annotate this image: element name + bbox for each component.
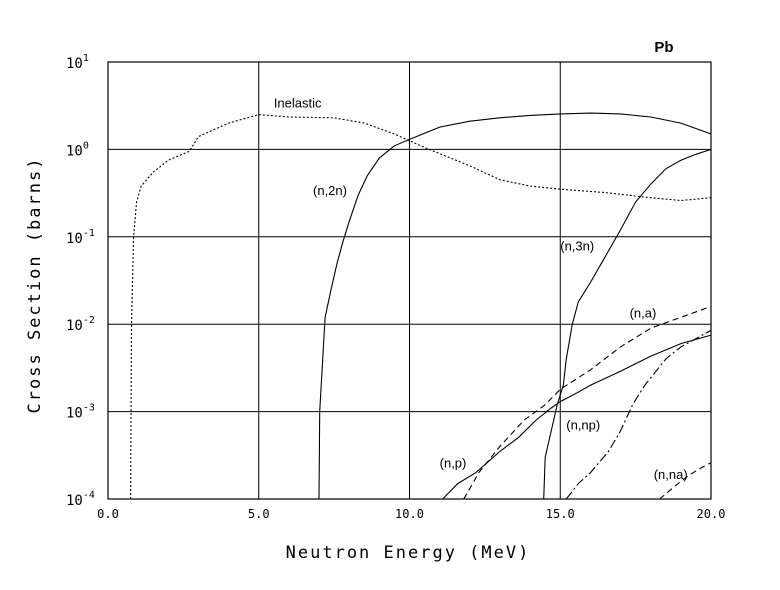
tick-labels: 0.0 5.0 10.0 15.0 20.0 101 100 10-1 10-2 10-3 10-4 <box>66 53 725 521</box>
x-tick-label: 5.0 <box>248 507 270 521</box>
x-tick-label: 10.0 <box>395 507 424 521</box>
series-line-n-a <box>463 305 712 500</box>
x-tick-label: 20.0 <box>697 507 726 521</box>
y-tick-label: 10-2 <box>66 315 95 334</box>
y-axis-label: Cross Section (barns) <box>25 157 45 414</box>
series-lines <box>130 112 712 500</box>
x-tick-label: 0.0 <box>97 507 119 521</box>
y-tick-label: 101 <box>66 53 89 72</box>
series-label: (n,2n) <box>313 183 347 198</box>
plot-frame <box>107 61 712 500</box>
y-tick-label: 10-3 <box>66 403 95 422</box>
series-line-n-2n <box>318 112 712 500</box>
series-label: (n,na) <box>654 467 688 482</box>
grid <box>108 62 711 499</box>
series-label: (n,np) <box>566 418 600 433</box>
series-label: (n,p) <box>440 455 467 470</box>
y-tick-label: 10-1 <box>66 228 95 247</box>
series-label: (n,3n) <box>560 238 594 253</box>
series-label: (n,a) <box>630 305 657 320</box>
x-axis-label: Neutron Energy (MeV) <box>286 543 531 563</box>
series-label: Inelastic <box>274 96 322 111</box>
series-line-n-p <box>442 334 712 500</box>
y-tick-label: 100 <box>66 140 89 159</box>
series-labels: Inelastic (n,2n) (n,3n) (n,a) (n,p) (n,np) (n,… <box>274 96 688 482</box>
series-line-n-np <box>565 329 712 500</box>
y-tick-label: 10-4 <box>66 490 95 509</box>
series-line-inelastic <box>130 114 712 500</box>
chart-title: Pb <box>654 39 673 56</box>
x-tick-label: 15.0 <box>546 507 575 521</box>
series-line-n-na <box>659 462 712 500</box>
series-line-n-3n <box>543 148 712 500</box>
